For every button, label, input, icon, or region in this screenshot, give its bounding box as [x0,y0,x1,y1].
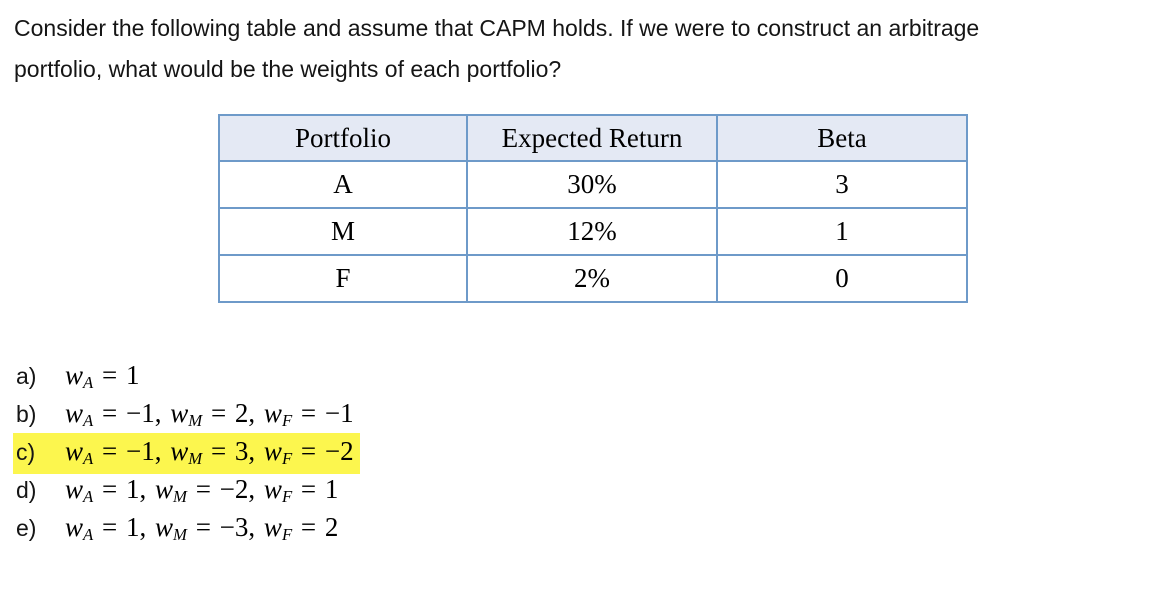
question-line-1: Consider the following table and assume … [14,15,980,41]
cell-expected-return: 2% [466,254,718,303]
cell-portfolio: F [218,254,468,303]
header-beta: Beta [716,114,968,162]
math-value: = −1 [292,398,354,428]
option-math: wA = 1 [65,360,140,393]
cell-beta: 3 [716,160,968,209]
math-value: = −1, [93,436,171,466]
option-a[interactable]: a) wA = 1 [13,357,360,395]
math-value: = 1, [93,474,155,504]
capm-table: Portfolio Expected Return Beta A 30% 3 M… [218,114,968,303]
option-math: wA = −1, wM = 2, wF = −1 [65,398,354,431]
math-subscript: F [281,411,293,431]
math-variable: wA [65,436,94,469]
cell-portfolio: A [218,160,468,209]
math-variable: wF [263,512,293,545]
math-variable: wM [170,436,203,469]
math-variable: wF [263,436,293,469]
option-line: b) wA = −1, wM = 2, wF = −1 [13,395,360,436]
option-c[interactable]: c) wA = −1, wM = 3, wF = −2 [13,433,360,474]
math-value: = 2, [202,398,264,428]
question-line-2: portfolio, what would be the weights of … [14,56,562,82]
option-math: wA = 1, wM = −2, wF = 1 [65,474,339,507]
option-math: wA = 1, wM = −3, wF = 2 [65,512,339,545]
option-line: a) wA = 1 [13,357,145,398]
math-subscript: M [188,449,203,469]
option-label: b) [16,401,37,427]
option-line: e) wA = 1, wM = −3, wF = 2 [13,509,344,550]
math-value: = −2, [186,474,264,504]
math-variable: wA [65,512,94,545]
math-subscript: M [188,411,203,431]
math-subscript: A [83,487,94,507]
math-subscript: M [173,525,187,545]
option-e[interactable]: e) wA = 1, wM = −3, wF = 2 [13,509,360,547]
header-portfolio: Portfolio [218,114,468,162]
math-subscript: A [83,525,94,545]
math-subscript: F [281,449,293,469]
option-line: d) wA = 1, wM = −2, wF = 1 [13,471,344,512]
math-subscript: M [173,487,187,507]
option-label: d) [16,477,37,503]
math-value: = −1, [93,398,171,428]
header-expected-return: Expected Return [466,114,718,162]
option-d[interactable]: d) wA = 1, wM = −2, wF = 1 [13,471,360,509]
option-line-highlighted: c) wA = −1, wM = 3, wF = −2 [13,433,360,474]
math-variable: wM [170,398,203,431]
math-variable: wA [65,474,94,507]
option-label: a) [16,363,37,389]
math-variable: wM [154,512,187,545]
math-value: = 3, [202,436,264,466]
math-subscript: A [83,449,94,469]
option-label: c) [16,439,36,465]
options-list: a) wA = 1 b) wA = −1, wM = 2, wF = −1 c) wA =… [13,357,360,547]
math-value: = 1 [93,360,140,390]
math-value: = −3, [186,512,264,542]
math-variable: wF [263,474,293,507]
math-subscript: A [83,373,94,393]
math-subscript: F [281,487,293,507]
table-header-row: Portfolio Expected Return Beta [218,114,968,162]
math-value: = 2 [292,512,339,542]
cell-beta: 1 [716,207,968,256]
table-row: M 12% 1 [218,207,968,256]
cell-portfolio: M [218,207,468,256]
math-subscript: A [83,411,94,431]
table-row: F 2% 0 [218,254,968,303]
math-value: = 1 [292,474,339,504]
table-row: A 30% 3 [218,160,968,209]
question-text: Consider the following table and assume … [14,8,1158,90]
math-variable: wF [263,398,293,431]
math-value: = −2 [292,436,354,466]
capm-table-wrap: Portfolio Expected Return Beta A 30% 3 M… [218,114,968,303]
cell-beta: 0 [716,254,968,303]
option-label: e) [16,515,37,541]
option-math: wA = −1, wM = 3, wF = −2 [65,436,354,469]
math-value: = 1, [93,512,155,542]
math-variable: wA [65,360,94,393]
option-b[interactable]: b) wA = −1, wM = 2, wF = −1 [13,395,360,433]
math-subscript: F [281,525,293,545]
math-variable: wA [65,398,94,431]
math-variable: wM [154,474,187,507]
cell-expected-return: 12% [466,207,718,256]
cell-expected-return: 30% [466,160,718,209]
